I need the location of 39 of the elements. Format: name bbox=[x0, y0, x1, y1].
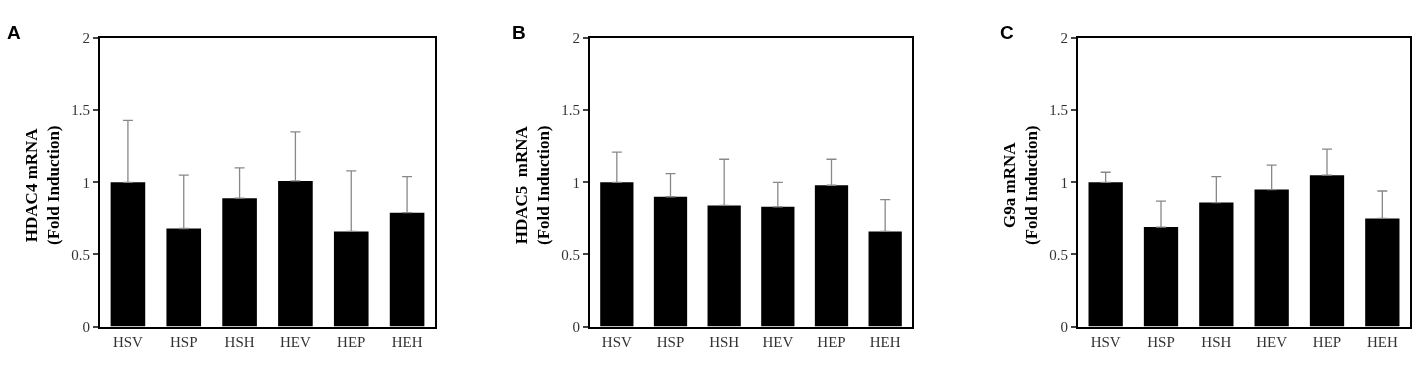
y-tick-label: 2 bbox=[1060, 30, 1068, 47]
x-tick-label: HSP bbox=[169, 333, 198, 350]
y-tick-label: 1 bbox=[572, 174, 580, 191]
y-tick-label: 0 bbox=[82, 318, 90, 335]
x-tick-label: HSH bbox=[1201, 333, 1232, 350]
x-tick-label: HSV bbox=[1090, 333, 1121, 350]
x-tick-label: HEP bbox=[337, 333, 366, 350]
y-tick-label: 0.5 bbox=[71, 246, 90, 263]
x-tick-label: HEH bbox=[391, 333, 423, 350]
y-tick-label: 1.5 bbox=[71, 102, 90, 119]
y-axis-title: HDAC4 mRNA (Fold Induction) bbox=[22, 125, 64, 245]
y-tick-label: 0 bbox=[1060, 318, 1068, 335]
y-tick-label: 1.5 bbox=[1049, 102, 1068, 119]
chart-title: A bbox=[7, 22, 21, 43]
x-tick-label: HEP bbox=[817, 333, 846, 350]
x-tick-label: HEH bbox=[869, 333, 901, 350]
x-tick-label: HSP bbox=[656, 333, 685, 350]
x-tick-label: HEV bbox=[762, 333, 794, 350]
y-tick-label: 0.5 bbox=[1049, 246, 1068, 263]
x-tick-label: HSV bbox=[601, 333, 632, 350]
chart-title: C bbox=[1000, 22, 1014, 43]
chart-title: B bbox=[512, 22, 526, 43]
y-tick-label: 1.5 bbox=[561, 102, 580, 119]
x-tick-label: HSH bbox=[224, 333, 255, 350]
x-tick-label: HEV bbox=[280, 333, 311, 350]
x-tick-label: HEP bbox=[1312, 333, 1342, 350]
y-tick-label: 1 bbox=[82, 174, 90, 191]
x-tick-label: HSV bbox=[112, 333, 144, 350]
y-axis-title: HDAC5 mRNA (Fold Induction) bbox=[512, 125, 554, 245]
y-tick-label: 1 bbox=[1060, 174, 1068, 191]
x-tick-label: HSP bbox=[1147, 333, 1175, 350]
y-tick-label: 2 bbox=[82, 30, 90, 47]
y-tick-label: 2 bbox=[572, 30, 580, 47]
x-tick-label: HEV bbox=[1256, 333, 1288, 350]
x-tick-label: HSH bbox=[709, 333, 740, 350]
y-tick-label: 0 bbox=[572, 318, 580, 335]
x-tick-label: HEH bbox=[1366, 333, 1398, 350]
y-axis-title: G9a mRNA (Fold Induction) bbox=[1000, 125, 1042, 245]
y-tick-label: 0.5 bbox=[561, 246, 580, 263]
